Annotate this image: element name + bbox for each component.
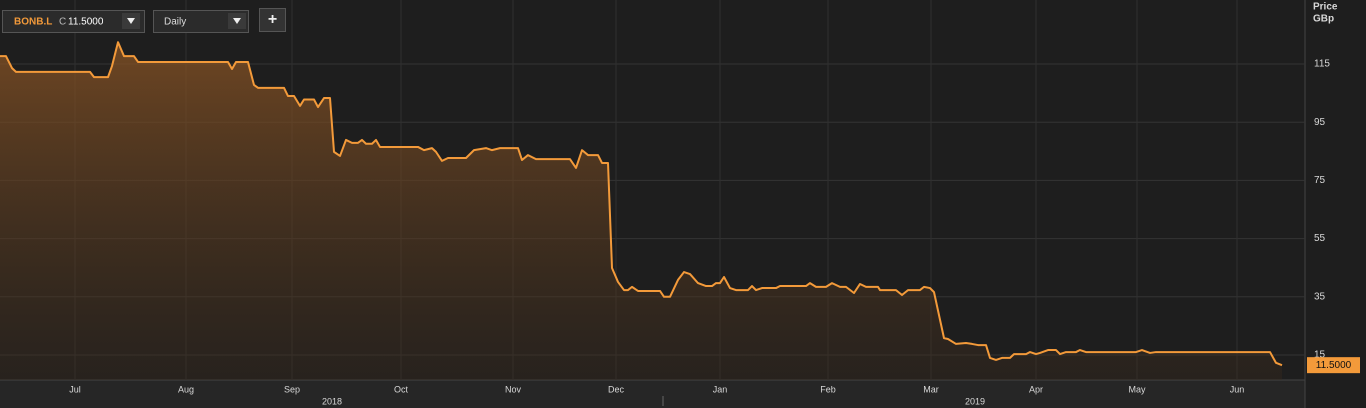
x-tick-label: Apr — [1029, 384, 1043, 394]
last-price-box — [1307, 357, 1360, 374]
axes: 15 35 55 75 95 115 Jul Aug Sep Oct Nov Dec Jan Feb Mar… — [69, 59, 1360, 406]
symbol-box[interactable] — [2, 10, 145, 33]
x-tick-label: Jul — [69, 384, 81, 394]
y-tick-label: 95 — [1314, 117, 1326, 128]
symbol: BONB.L — [14, 17, 52, 28]
x-tick-label: Aug — [178, 384, 194, 394]
x-tick-label: Feb — [820, 384, 836, 394]
x-tick-label: Oct — [394, 384, 409, 394]
x-tick-label: May — [1128, 384, 1146, 394]
y-tick-label: 35 — [1314, 291, 1326, 302]
close-value: 11.5000 — [68, 17, 104, 28]
year-label: 2018 — [322, 396, 342, 406]
area-fill — [0, 42, 1282, 380]
add-label: + — [268, 11, 277, 28]
symbol-selector[interactable]: BONB.L C 11.5000 — [2, 10, 145, 33]
interval: Daily — [164, 17, 186, 28]
x-tick-label: Jan — [713, 384, 728, 394]
add-button[interactable]: + — [259, 8, 286, 32]
close-marker: C — [59, 17, 66, 28]
x-tick-label: Sep — [284, 384, 300, 394]
y-tick-label: 115 — [1314, 59, 1330, 70]
x-tick-label: Nov — [505, 384, 522, 394]
x-tick-label: Jun — [1230, 384, 1245, 394]
x-tick-label: Mar — [923, 384, 939, 394]
axis-unit: GBp — [1313, 14, 1334, 25]
interval-selector[interactable]: Daily — [153, 10, 249, 33]
dropdown-arrow — [127, 18, 135, 24]
x-tick-label: Dec — [608, 384, 625, 394]
dropdown-arrow — [233, 18, 241, 24]
y-tick-label: 75 — [1314, 175, 1326, 186]
plot — [0, 41, 1283, 380]
interval-box[interactable] — [153, 10, 249, 33]
axis-title: Price — [1313, 2, 1338, 13]
x-axis-band — [0, 380, 1305, 408]
y-tick-label: 55 — [1314, 233, 1326, 244]
year-label: 2019 — [965, 396, 985, 406]
add-box[interactable] — [259, 8, 286, 32]
price-line — [0, 41, 1283, 367]
y-tick-label: 15 — [1314, 350, 1326, 361]
last-price-label: 11.5000 — [1316, 360, 1352, 371]
